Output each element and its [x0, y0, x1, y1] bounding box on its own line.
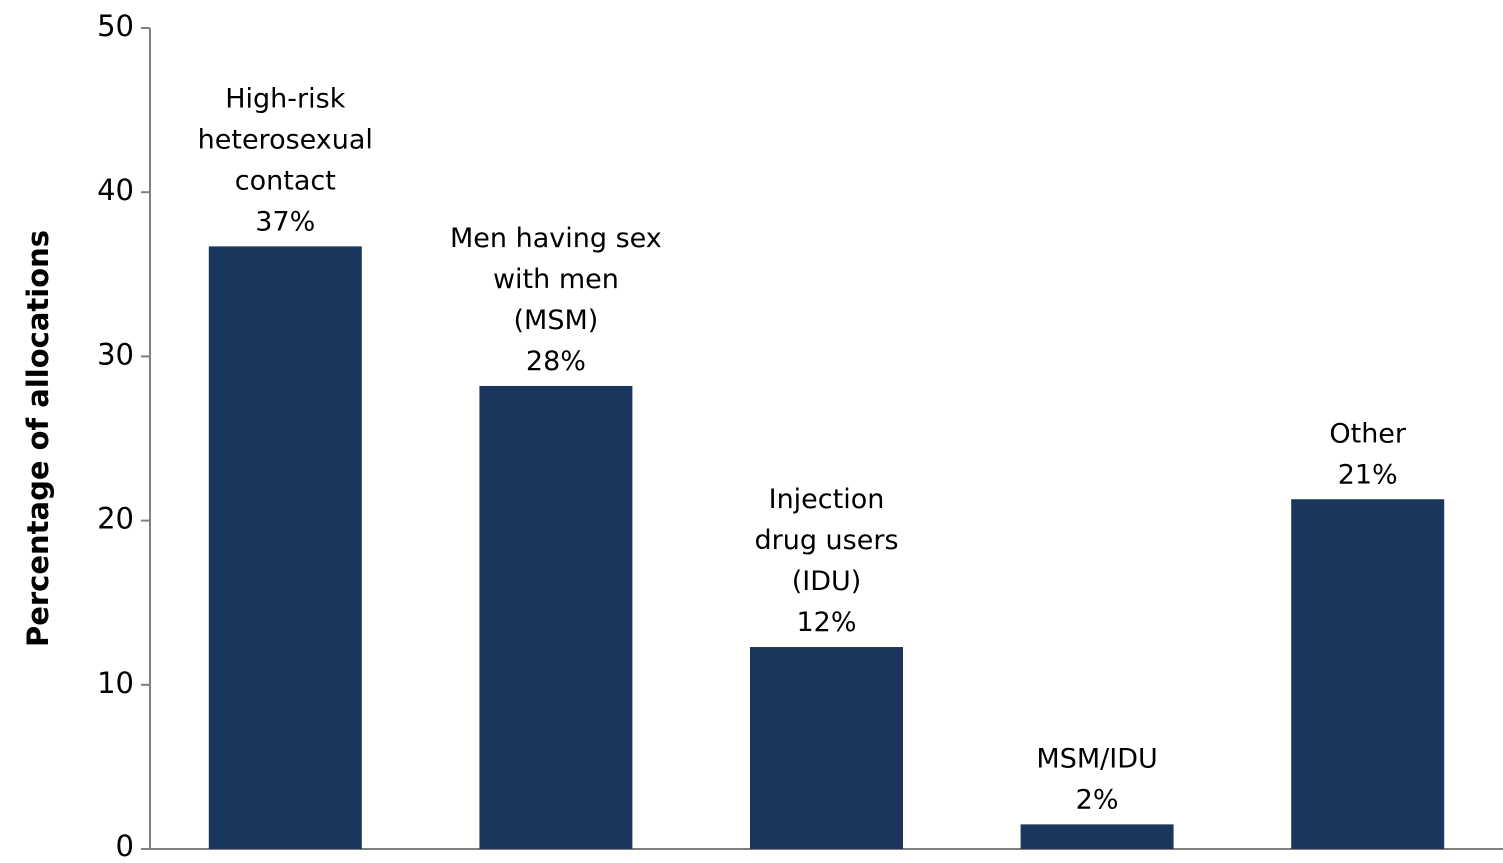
data-labels: High-risk heterosexual contact 37% Men havin… [198, 83, 1407, 815]
bar-1-label-line-1: with men [493, 264, 619, 295]
y-tick-label: 50 [97, 9, 134, 43]
bars [208, 246, 1445, 850]
bar-2-label-line-0: Injection [769, 484, 885, 515]
y-axis-title-group: Percentage of allocations [21, 230, 55, 647]
y-tick-label: 0 [116, 829, 134, 859]
bar-4[interactable] [1291, 499, 1445, 849]
bar-2-label-line-3: 12% [796, 607, 856, 638]
bar-4-label-line-1: 21% [1338, 459, 1398, 490]
bar-3-label-line-0: MSM/IDU [1036, 743, 1157, 774]
bar-0-label-line-3: 37% [255, 206, 315, 237]
y-tick-label: 30 [97, 337, 134, 371]
bar-1-label-line-2: (MSM) [514, 305, 599, 336]
y-axis-title: Percentage of allocations [21, 230, 55, 647]
bar-3[interactable] [1020, 824, 1174, 849]
bar-1-label-line-0: Men having sex [450, 223, 662, 254]
y-tick-label: 40 [97, 173, 134, 207]
bar-3-label-line-1: 2% [1076, 784, 1119, 815]
bar-0-label-line-2: contact [235, 165, 336, 196]
bar-0-label-line-0: High-risk [225, 83, 345, 114]
bar-2[interactable] [750, 647, 903, 849]
bar-2-label-line-1: drug users [754, 525, 898, 556]
axes: 0 10 20 30 40 50 [97, 9, 1503, 863]
bar-2-label-line-2: (IDU) [792, 566, 862, 597]
bar-0[interactable] [208, 246, 362, 850]
bar-1[interactable] [479, 385, 633, 849]
y-tick-label: 20 [97, 502, 134, 536]
bar-4-label-line-0: Other [1329, 418, 1407, 449]
bar-0-label-line-1: heterosexual [198, 124, 373, 155]
y-tick-label: 10 [97, 666, 134, 700]
bar-1-label-line-3: 28% [526, 346, 586, 377]
